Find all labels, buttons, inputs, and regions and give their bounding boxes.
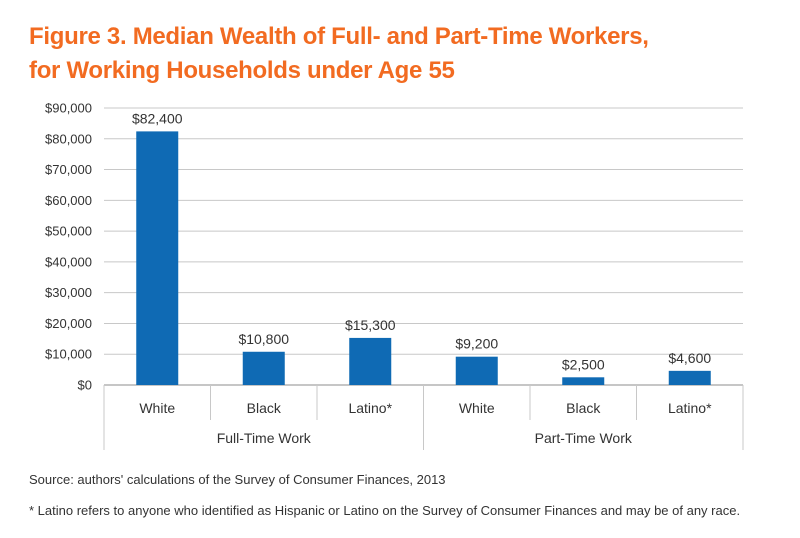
data-label: $15,300	[345, 317, 396, 333]
chart-title-line-2: for Working Households under Age 55	[29, 57, 455, 84]
data-label: $9,200	[455, 336, 498, 352]
x-tick-label: White	[139, 400, 175, 416]
bar	[349, 337, 392, 385]
y-tick-label: $0	[78, 378, 92, 393]
data-label: $10,800	[238, 331, 289, 347]
y-tick-label: $60,000	[45, 193, 92, 208]
data-label: $82,400	[132, 110, 183, 126]
footnote: * Latino refers to anyone who identified…	[29, 503, 741, 518]
data-label: $4,600	[668, 350, 711, 366]
x-tick-label: Latino*	[668, 400, 712, 416]
group-label: Full-Time Work	[217, 430, 312, 446]
y-tick-label: $80,000	[45, 131, 92, 146]
y-tick-label: $50,000	[45, 224, 92, 239]
y-tick-label: $70,000	[45, 162, 92, 177]
x-tick-label: White	[459, 400, 495, 416]
data-label: $2,500	[562, 356, 605, 372]
y-tick-label: $10,000	[45, 347, 92, 362]
y-tick-label: $20,000	[45, 316, 92, 331]
bar	[242, 351, 285, 385]
bar	[455, 356, 498, 385]
chart-title-line-1: Figure 3. Median Wealth of Full- and Par…	[29, 23, 649, 50]
group-label: Part-Time Work	[535, 430, 633, 446]
bar	[136, 131, 179, 385]
y-tick-label: $30,000	[45, 285, 92, 300]
x-tick-label: Black	[566, 400, 601, 416]
bar	[668, 370, 711, 385]
y-tick-label: $90,000	[45, 101, 92, 116]
bar	[562, 377, 605, 385]
y-tick-label: $40,000	[45, 254, 92, 269]
bar-chart: $0 $10,000 $20,000 $30,000 $40,000 $50,000 $60…	[45, 101, 744, 450]
x-tick-label: Latino*	[348, 400, 392, 416]
source-note: Source: authors' calculations of the Sur…	[29, 472, 446, 487]
chart-title: Figure 3. Median Wealth of Full- and Par…	[29, 20, 769, 88]
x-tick-label: Black	[247, 400, 282, 416]
